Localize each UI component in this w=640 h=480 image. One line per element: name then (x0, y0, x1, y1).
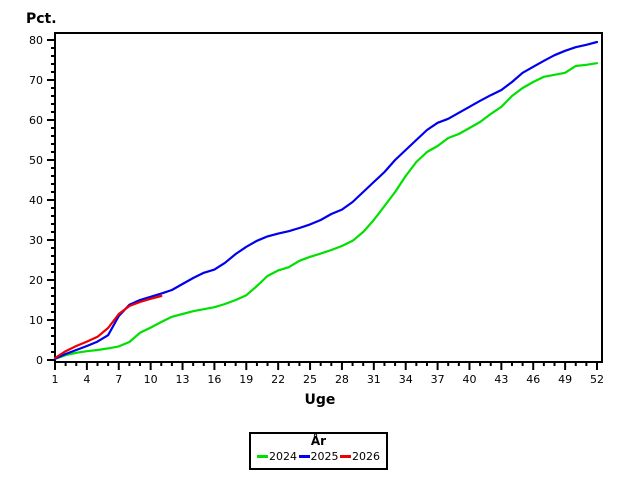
svg-text:7: 7 (115, 373, 122, 386)
svg-text:50: 50 (29, 154, 43, 167)
svg-text:10: 10 (144, 373, 158, 386)
svg-text:30: 30 (29, 234, 43, 247)
legend-swatch-2026 (340, 455, 351, 458)
legend-label-2024: 2024 (269, 450, 297, 463)
svg-text:10: 10 (29, 314, 43, 327)
svg-text:40: 40 (462, 373, 476, 386)
legend-item-2026: 2026 (340, 450, 380, 463)
series-2025-line (53, 40, 599, 360)
y-axis-title: Pct. (26, 11, 57, 27)
svg-text:20: 20 (29, 274, 43, 287)
svg-text:52: 52 (590, 373, 604, 386)
series-lines (53, 40, 599, 360)
legend-swatch-2025 (298, 455, 310, 458)
svg-text:16: 16 (207, 373, 221, 386)
svg-text:0: 0 (36, 354, 43, 367)
x-axis-title: Uge (304, 392, 336, 408)
legend-label-2025: 2025 (310, 450, 339, 463)
svg-text:19: 19 (239, 373, 253, 386)
series-2026-line (53, 294, 163, 360)
svg-text:31: 31 (367, 373, 381, 386)
legend-title: År (310, 434, 327, 448)
series-2024-line (53, 62, 599, 360)
svg-text:25: 25 (303, 373, 317, 386)
legend-items: 2024 2025 2026 (251, 448, 386, 463)
legend: År 2024 2025 2026 (249, 432, 388, 470)
svg-text:46: 46 (526, 373, 540, 386)
axes (47, 32, 603, 370)
legend-item-2024: 2024 (257, 450, 297, 463)
svg-text:4: 4 (83, 373, 90, 386)
legend-item-2025: 2025 (298, 450, 339, 463)
legend-swatch-2024 (257, 455, 268, 458)
svg-text:1: 1 (52, 373, 59, 386)
svg-text:40: 40 (29, 194, 43, 207)
svg-text:28: 28 (335, 373, 349, 386)
svg-text:80: 80 (29, 34, 43, 47)
svg-text:22: 22 (271, 373, 285, 386)
svg-text:34: 34 (399, 373, 413, 386)
svg-text:60: 60 (29, 114, 43, 127)
legend-label-2026: 2026 (352, 450, 380, 463)
svg-text:70: 70 (29, 74, 43, 87)
svg-text:43: 43 (494, 373, 508, 386)
svg-text:13: 13 (176, 373, 190, 386)
svg-text:37: 37 (431, 373, 445, 386)
svg-text:49: 49 (558, 373, 572, 386)
tick-labels: 0 10 20 30 40 50 60 70 80 1 4 7 10 13 16 19 22 25 28 31 34 37… (29, 34, 604, 386)
